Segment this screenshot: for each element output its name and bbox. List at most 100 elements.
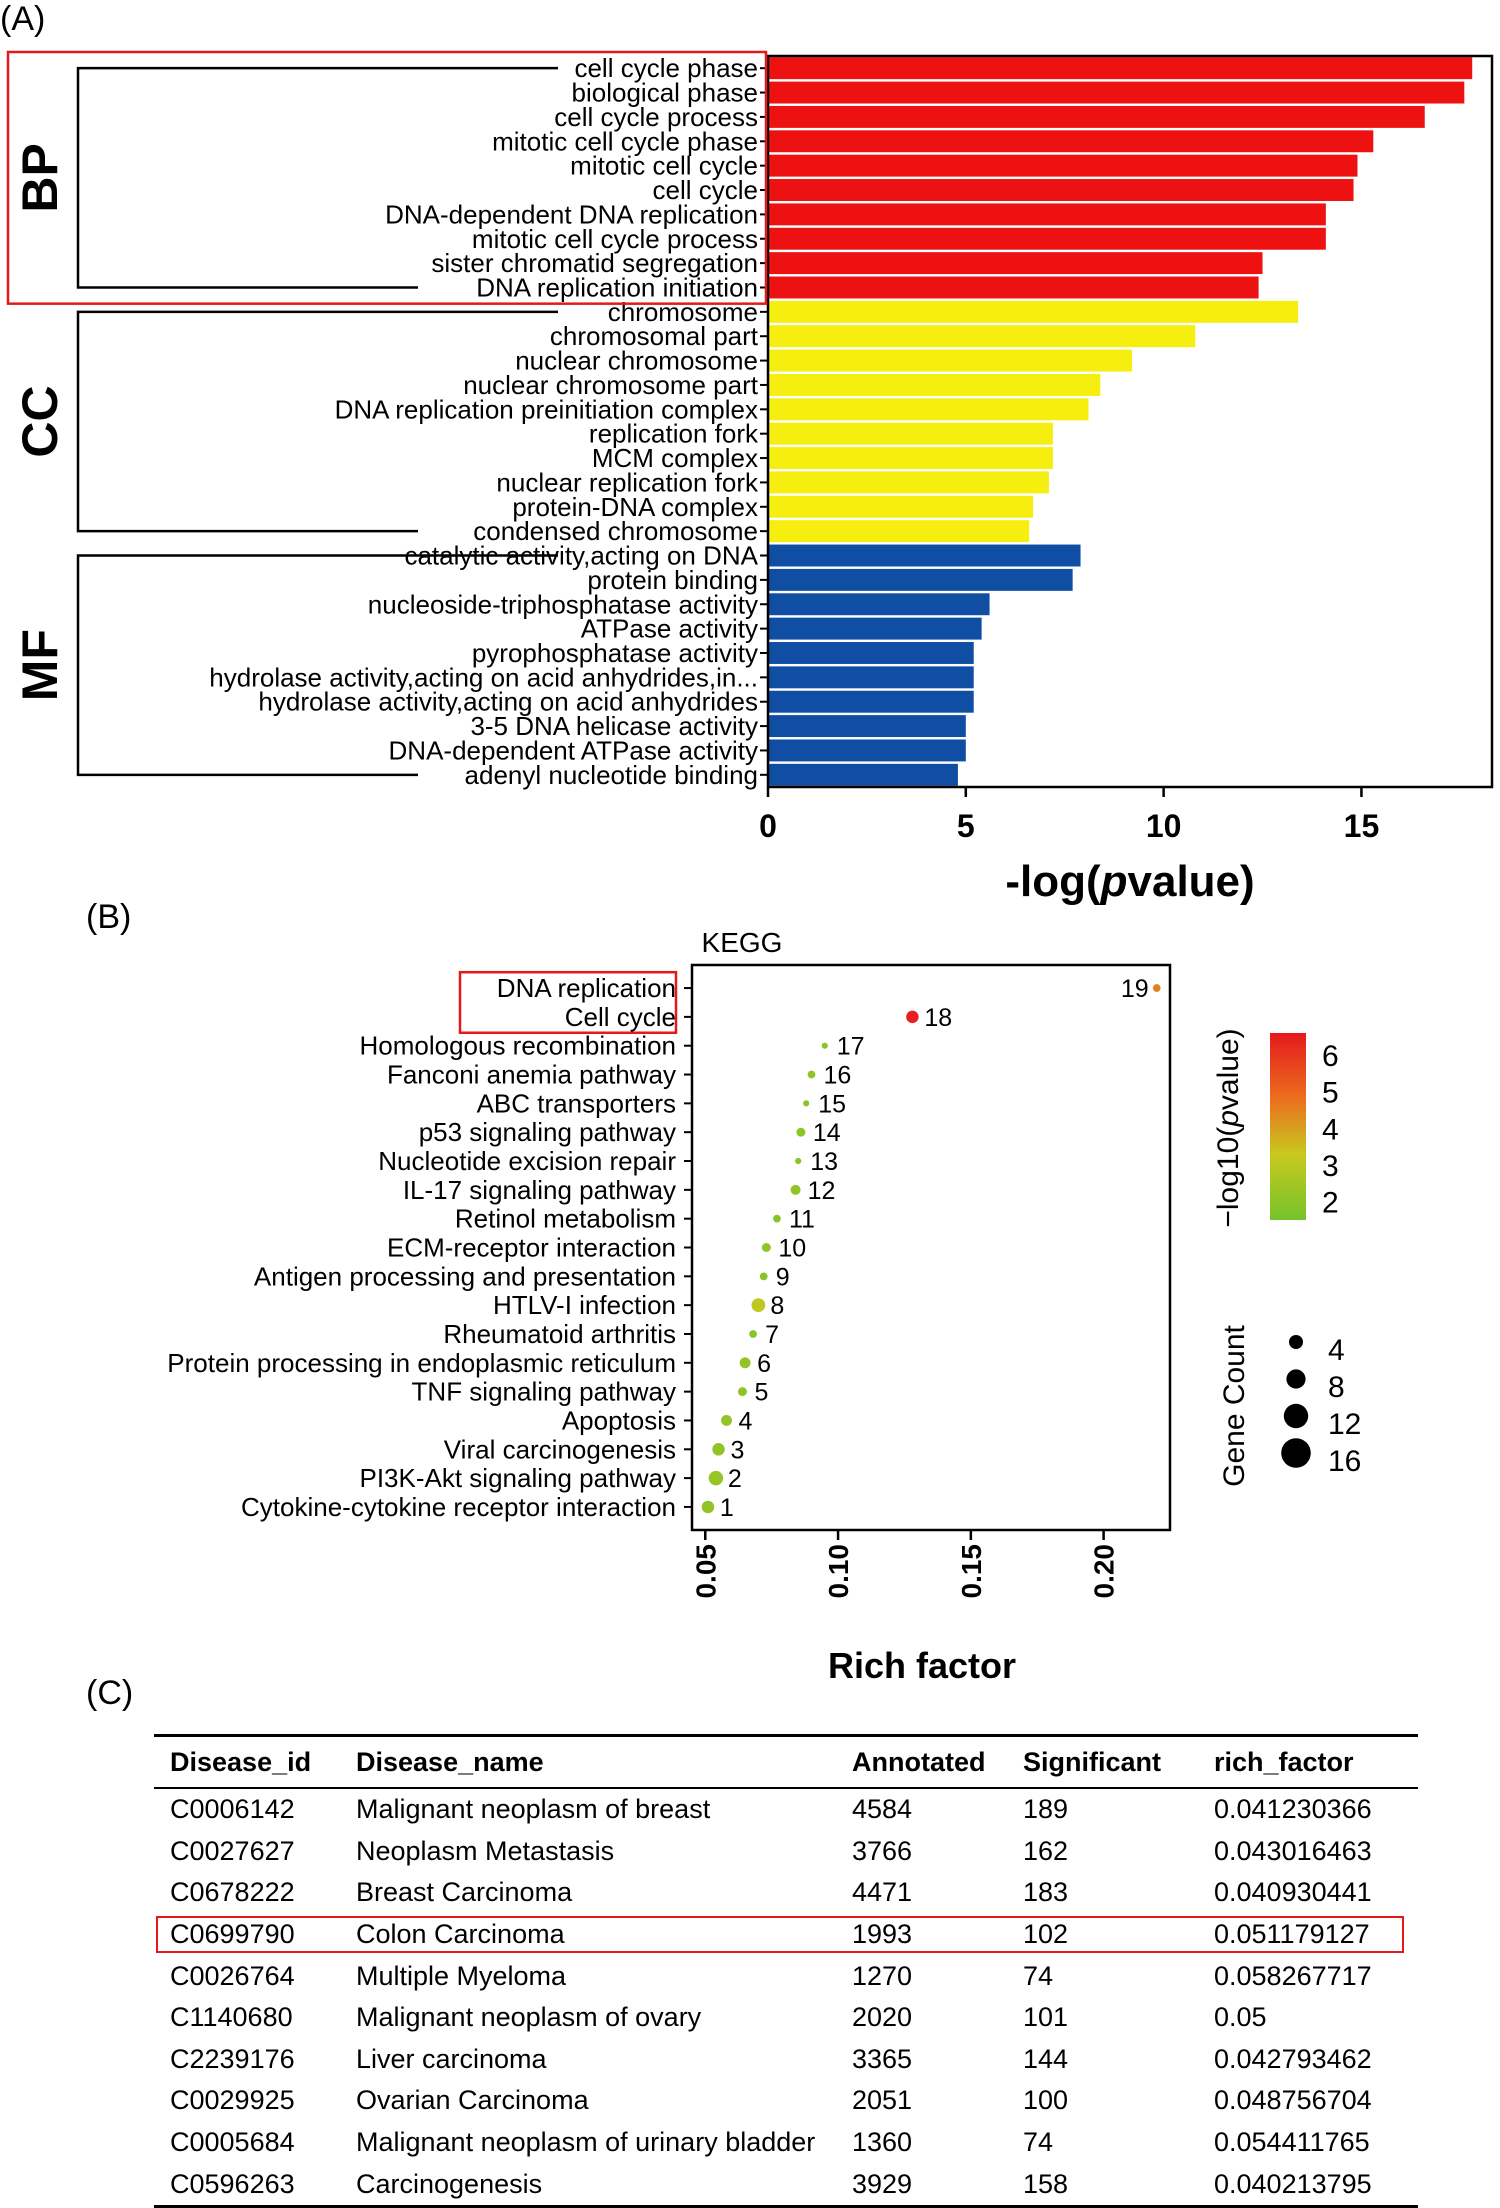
column-header-significant: Significant [1007,1734,1198,1789]
bar-bp-7 [768,203,1326,226]
kegg-size-legend-dot-4 [1289,1335,1303,1349]
cell-disease-id: C0006142 [170,1794,295,1825]
cell-disease-id: C0596263 [154,2163,340,2208]
kegg-color-tick-4: 4 [1322,1113,1339,1146]
bar-cc-6 [768,422,1053,445]
y-label-mf-8: 3-5 DNA helicase activity [470,711,758,741]
kegg-rank-label-cytokine-cytokine-receptor-interaction: 1 [720,1494,734,1522]
cell-annotated: 1993 [852,1919,913,1950]
column-header-rich-factor: rich_factor [1198,1734,1418,1789]
x-axis-title-suffix: value) [1128,857,1255,906]
kegg-size-legend-label-12: 12 [1328,1408,1361,1441]
bar-bp-3 [768,105,1425,128]
kegg-rank-label-antigen-processing-and-presentation: 9 [776,1263,790,1291]
y-label-cc-3: nuclear chromosome [515,346,758,376]
kegg-x-axis-title: Rich factor [828,1645,1016,1686]
kegg-x-tick-label-0.20: 0.20 [1089,1544,1120,1599]
column-header-disease-id: Disease_id [154,1734,340,1789]
table-row: C2239176 Liver carcinoma 3365 144 0.04279346… [154,2039,1418,2081]
bar-mf-8 [768,715,966,738]
kegg-rank-label-pi3k-akt-signaling-pathway: 2 [728,1465,742,1493]
kegg-point-nucleotide-excision-repair [795,1157,802,1165]
y-label-mf-5: pyrophosphatase activity [472,638,758,668]
kegg-rank-label-homologous-recombination: 17 [837,1033,865,1061]
cell-disease-name: Ovarian Carcinoma [356,2085,589,2116]
y-label-mf-2: protein binding [587,565,758,595]
kegg-size-legend-dot-12 [1283,1403,1309,1429]
kegg-point-pi3k-akt-signaling-pathway [708,1470,724,1486]
cell-disease-name: Neoplasm Metastasis [356,1835,615,1866]
cell-disease-id: C2239176 [170,2043,295,2074]
bar-mf-3 [768,593,990,616]
cell-disease-name: Liver carcinoma [356,2043,547,2074]
y-label-bp-8: mitotic cell cycle process [472,224,758,254]
bar-bp-4 [768,130,1374,153]
kegg-term-fanconi-anemia-pathway: Fanconi anemia pathway [387,1060,676,1090]
table-row: C1140680 Malignant neoplasm of ovary 2020 1… [154,1997,1418,2039]
cell-disease-name: Colon Carcinoma [356,1919,565,1950]
y-label-cc-7: MCM complex [592,443,758,473]
x-axis-title: -log(pvalue) [1005,857,1254,906]
cell-significant: 189 [1023,1794,1069,1825]
cell-annotated: 3365 [852,2043,913,2074]
cell-disease-id: C1140680 [170,2002,293,2033]
cell-significant: 144 [1023,2043,1069,2074]
kegg-rank-label-rheumatoid-arthritis: 7 [765,1321,779,1349]
cell-disease-id: C0699790 [170,1919,295,1950]
kegg-term-htlv-i-infection: HTLV-I infection [493,1290,676,1320]
kegg-point-p53-signaling-pathway [796,1127,806,1137]
cell-rich-factor: 0.040213795 [1198,2163,1418,2208]
cell-rich-factor: 0.040930441 [1214,1877,1372,1908]
cell-rich-factor: 0.048756704 [1214,2085,1372,2116]
cell-disease-name: Malignant neoplasm of ovary [356,2002,702,2033]
cell-annotated: 1270 [852,1960,913,1991]
cell-disease-id: C0678222 [170,1877,295,1908]
kegg-x-tick-label-0.15: 0.15 [956,1544,987,1599]
table-row: C0005684 Malignant neoplasm of urinary bl… [154,2122,1418,2164]
bar-cc-7 [768,447,1053,470]
kegg-size-legend-dot-8 [1286,1369,1306,1389]
bar-cc-8 [768,471,1049,494]
panel-label-a: (A) [0,0,46,38]
x-axis-title-italic: p [1100,857,1128,906]
kegg-size-legend-label-16: 16 [1328,1445,1361,1478]
kegg-rank-label-protein-processing-in-endoplasmic-reticulum: 6 [757,1350,771,1378]
cell-disease-name: Malignant neoplasm of breast [356,1794,711,1825]
cell-annotated: 1360 [852,2127,913,2158]
x-tick-label-10: 10 [1146,808,1182,844]
kegg-rank-label-ecm-receptor-interaction: 10 [778,1235,806,1263]
kegg-point-dna-replication [1152,984,1161,992]
table-row: C0029925 Ovarian Carcinoma 2051 100 0.048756… [154,2080,1418,2122]
kegg-point-htlv-i-infection [751,1298,766,1313]
kegg-point-homologous-recombination [821,1042,828,1049]
y-label-cc-6: replication fork [589,419,759,449]
kegg-size-legend-title: Gene Count [1218,1324,1251,1486]
y-label-bp-7: DNA-dependent DNA replication [385,199,758,229]
group-label-mf: MF [12,629,68,701]
kegg-term-rheumatoid-arthritis: Rheumatoid arthritis [443,1319,676,1349]
cell-significant: 101 [1023,2002,1069,2033]
x-tick-label-5: 5 [957,808,975,844]
kegg-point-apoptosis [721,1415,732,1426]
bar-cc-3 [768,349,1132,372]
kegg-color-legend-title-suffix: value) [1212,1028,1245,1110]
kegg-point-rheumatoid-arthritis [749,1330,757,1338]
kegg-color-tick-2: 2 [1322,1187,1339,1220]
cell-rich-factor: 0.054411765 [1214,2127,1370,2158]
bar-bp-1 [768,57,1473,80]
kegg-rank-label-viral-carcinogenesis: 3 [731,1436,745,1464]
y-label-mf-9: DNA-dependent ATPase activity [389,735,758,765]
kegg-point-protein-processing-in-endoplasmic-reticulum [739,1357,751,1369]
bar-mf-7 [768,690,974,713]
kegg-point-antigen-processing-and-presentation [759,1272,768,1281]
cell-disease-id: C0005684 [170,2127,295,2158]
y-label-mf-3: nucleoside-triphosphatase activity [368,589,758,619]
bar-bp-2 [768,81,1465,104]
kegg-x-tick-label-0.10: 0.10 [823,1544,854,1599]
bar-bp-5 [768,154,1358,177]
y-label-cc-5: DNA replication preinitiation complex [335,394,758,424]
kegg-term-homologous-recombination: Homologous recombination [359,1031,676,1061]
kegg-point-abc-transporters [803,1100,810,1107]
kegg-term-tnf-signaling-pathway: TNF signaling pathway [412,1377,676,1407]
